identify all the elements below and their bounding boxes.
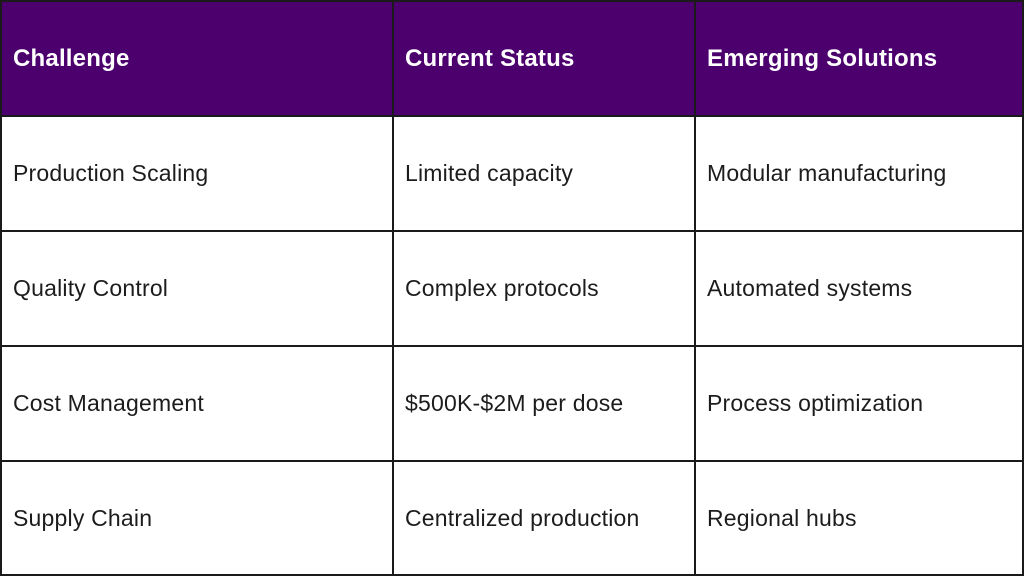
cell-emerging-solution: Regional hubs: [707, 504, 857, 531]
cell-emerging-solution: Modular manufacturing: [696, 117, 1022, 232]
cell-current-status: $500K-$2M per dose: [394, 347, 696, 462]
cell-current-status: Limited capacity: [394, 117, 696, 232]
cell-current-status: Complex protocols: [394, 232, 696, 347]
cell-challenge: Quality Control: [2, 232, 394, 347]
header-challenge: Challenge: [2, 2, 394, 117]
cell-challenge: Cost Management: [2, 347, 394, 462]
cell-emerging-solution: Automated systems: [696, 232, 1022, 347]
cell-emerging-solution: Process optimization: [696, 347, 1022, 462]
header-current-status: Current Status: [394, 2, 696, 117]
cell-challenge: Supply Chain: [2, 462, 394, 574]
header-emerging-solutions: Emerging Solutions: [696, 2, 1022, 117]
cell-challenge: Production Scaling: [2, 117, 394, 232]
cell-current-status: Centralized production: [394, 462, 696, 574]
